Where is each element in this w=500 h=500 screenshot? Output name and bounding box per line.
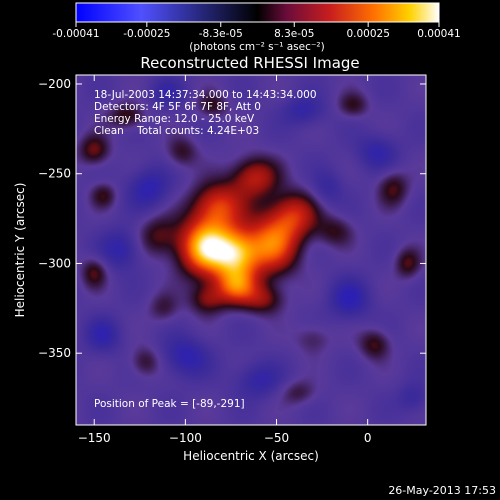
colorbar-tick-label: 8.3e-05 [274,28,314,40]
y-tick-label: −250 [38,167,71,181]
colorbar-tick-label: 0.00025 [346,28,389,40]
colorbar-tick-label: -8.3e-05 [199,28,243,40]
info-clean-counts: Clean Total counts: 4.24E+03 [94,125,259,137]
peak-position-label: Position of Peak = [-89,-291] [94,398,245,410]
colorbar: -0.00041 -0.00025 -8.3e-05 8.3e-05 0.00025 0.… [52,2,461,53]
x-tick-label: −100 [169,431,202,445]
y-tick-label: −200 [38,77,71,91]
y-tick-label: −300 [38,256,71,270]
y-axis-label: Heliocentric Y (arcsec) [13,183,27,318]
heatmap-image [76,75,426,425]
x-tick-label: 0 [364,431,372,445]
info-detectors: Detectors: 4F 5F 6F 7F 8F, Att 0 [94,101,261,113]
plot-frame [75,74,427,426]
colorbar-tick-label: 0.00041 [417,28,460,40]
info-time-range: 18-Jul-2003 14:37:34.000 to 14:43:34.000 [94,89,317,101]
x-tick-label: −50 [264,431,289,445]
heatmap-image-container [76,75,426,425]
colorbar-ticks: -0.00041 -0.00025 -8.3e-05 8.3e-05 0.00025 0.… [52,22,461,40]
generation-timestamp: 26-May-2013 17:53 [388,484,496,497]
colorbar-tick-label: -0.00025 [123,28,170,40]
y-axis-ticks: −200 −250 −300 −350 [38,77,426,360]
colorbar-unit-label: (photons cm⁻² s⁻¹ asec⁻²) [189,41,324,53]
y-tick-label: −350 [38,346,71,360]
x-axis-label: Heliocentric X (arcsec) [183,449,319,463]
colorbar-gradient-bar [75,2,440,23]
x-axis-ticks: −150 −100 −50 0 [78,75,372,445]
info-energy-range: Energy Range: 12.0 - 25.0 keV [94,113,255,125]
x-tick-label: −150 [78,431,111,445]
chart-title: Reconstructed RHESSI Image [140,54,359,72]
plot-area: −150 −100 −50 0 −200 −250 −300 −350 18-Jul-200… [38,74,427,445]
observation-info: 18-Jul-2003 14:37:34.000 to 14:43:34.000… [94,89,317,137]
colorbar-tick-label: -0.00041 [52,28,99,40]
